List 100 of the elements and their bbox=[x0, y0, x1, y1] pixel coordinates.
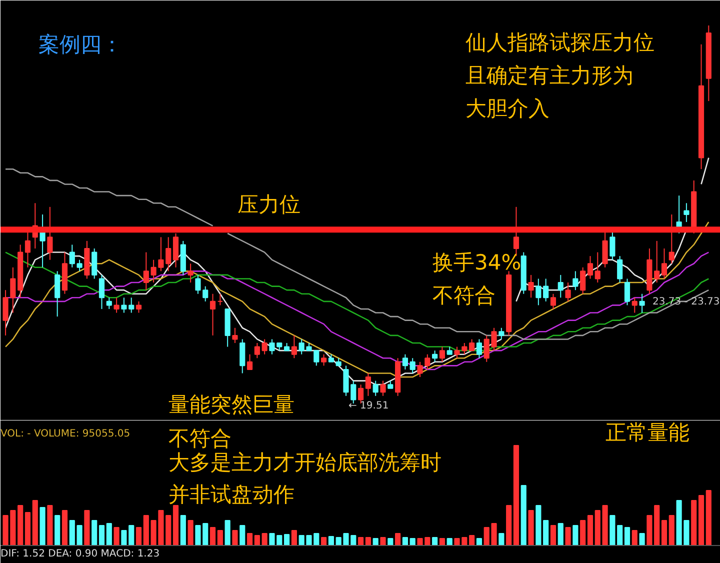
candlestick bbox=[128, 297, 134, 314]
candlestick bbox=[580, 266, 586, 294]
bar bbox=[506, 505, 512, 546]
bar bbox=[172, 505, 179, 546]
candlestick bbox=[380, 380, 386, 396]
candlestick bbox=[150, 259, 156, 284]
bar bbox=[513, 445, 520, 546]
bar bbox=[661, 520, 668, 546]
candlestick bbox=[210, 293, 216, 336]
candlestick bbox=[320, 354, 327, 366]
annotation: 且确定有主力形为 bbox=[466, 64, 634, 88]
bar bbox=[32, 500, 38, 546]
candlestick bbox=[462, 342, 468, 355]
candlestick bbox=[372, 380, 378, 396]
candlestick bbox=[439, 346, 446, 362]
candlestick bbox=[594, 252, 600, 284]
bar bbox=[520, 485, 526, 546]
candlestick bbox=[2, 290, 8, 336]
candlestick bbox=[476, 338, 482, 359]
bar bbox=[284, 534, 290, 546]
candlestick bbox=[469, 338, 475, 352]
bar bbox=[498, 533, 504, 546]
candlestick bbox=[246, 354, 253, 370]
candlestick bbox=[632, 297, 638, 314]
bar bbox=[254, 535, 260, 546]
candlestick bbox=[661, 248, 668, 280]
bar bbox=[565, 527, 571, 546]
candlestick bbox=[365, 372, 371, 396]
bar bbox=[224, 520, 230, 546]
candlestick bbox=[76, 259, 82, 272]
bar bbox=[76, 525, 82, 546]
candlestick bbox=[69, 244, 75, 268]
candlestick bbox=[572, 270, 578, 291]
bar bbox=[328, 536, 334, 546]
candlestick bbox=[654, 240, 660, 284]
bar bbox=[180, 515, 186, 546]
candlestick bbox=[121, 297, 127, 314]
bar bbox=[136, 527, 142, 546]
bar bbox=[114, 527, 120, 546]
ref-line-label: 压力位 bbox=[238, 192, 300, 216]
bar bbox=[380, 537, 386, 546]
bar bbox=[536, 505, 542, 546]
annotation: 大多是主力才开始底部洗筹时 bbox=[168, 450, 442, 474]
bar bbox=[580, 520, 586, 546]
text: 正常量能 bbox=[606, 420, 690, 444]
bar bbox=[106, 523, 112, 546]
bar bbox=[98, 525, 105, 546]
bar bbox=[18, 505, 24, 546]
text: VOL: - VOLUME: 95055.05 bbox=[0, 428, 130, 440]
candlestick bbox=[639, 293, 645, 314]
candlestick bbox=[232, 327, 238, 344]
candlestick bbox=[498, 327, 504, 340]
candlestick bbox=[410, 358, 416, 374]
bar bbox=[246, 533, 253, 546]
bar bbox=[624, 527, 630, 546]
bar bbox=[262, 533, 268, 546]
bar bbox=[639, 533, 645, 546]
annotation: ← 19.51 bbox=[348, 400, 389, 412]
candlestick bbox=[536, 278, 542, 306]
candlestick bbox=[188, 263, 194, 284]
bar bbox=[617, 525, 623, 546]
bar bbox=[291, 530, 297, 546]
candlestick bbox=[558, 274, 564, 298]
candlestick bbox=[543, 278, 549, 302]
chart-title: 案例四： bbox=[38, 32, 122, 56]
bar bbox=[654, 505, 660, 546]
candlestick bbox=[240, 338, 246, 374]
candlestick bbox=[217, 293, 223, 306]
candlestick bbox=[136, 300, 142, 314]
bar bbox=[528, 510, 534, 546]
bar bbox=[550, 525, 556, 546]
bar bbox=[188, 520, 194, 546]
bar bbox=[646, 515, 652, 546]
bar bbox=[92, 520, 98, 546]
bar bbox=[128, 525, 134, 546]
candlestick bbox=[106, 297, 112, 310]
bar bbox=[558, 523, 564, 546]
bar bbox=[395, 533, 401, 546]
candlestick bbox=[587, 256, 594, 280]
candlestick bbox=[314, 350, 320, 366]
bar bbox=[232, 530, 238, 546]
bar bbox=[610, 515, 616, 546]
bar bbox=[121, 530, 127, 546]
bar bbox=[54, 515, 60, 546]
bar bbox=[84, 510, 90, 546]
bar bbox=[632, 530, 638, 546]
bar bbox=[69, 520, 75, 546]
candlestick bbox=[402, 354, 408, 370]
candlestick bbox=[454, 346, 460, 359]
bar bbox=[210, 527, 216, 546]
annotation: 换手34% bbox=[432, 250, 522, 274]
candlestick bbox=[684, 202, 690, 223]
text: DIF: 1.52 DEA: 0.90 MACD: 1.23 bbox=[0, 548, 160, 560]
candlestick bbox=[432, 350, 438, 362]
candlestick bbox=[98, 274, 105, 310]
candlestick bbox=[550, 293, 556, 310]
annotation: 仙人指路试探压力位 bbox=[466, 30, 654, 54]
bar bbox=[47, 505, 53, 546]
candlestick bbox=[54, 270, 60, 318]
candlestick bbox=[172, 232, 179, 268]
